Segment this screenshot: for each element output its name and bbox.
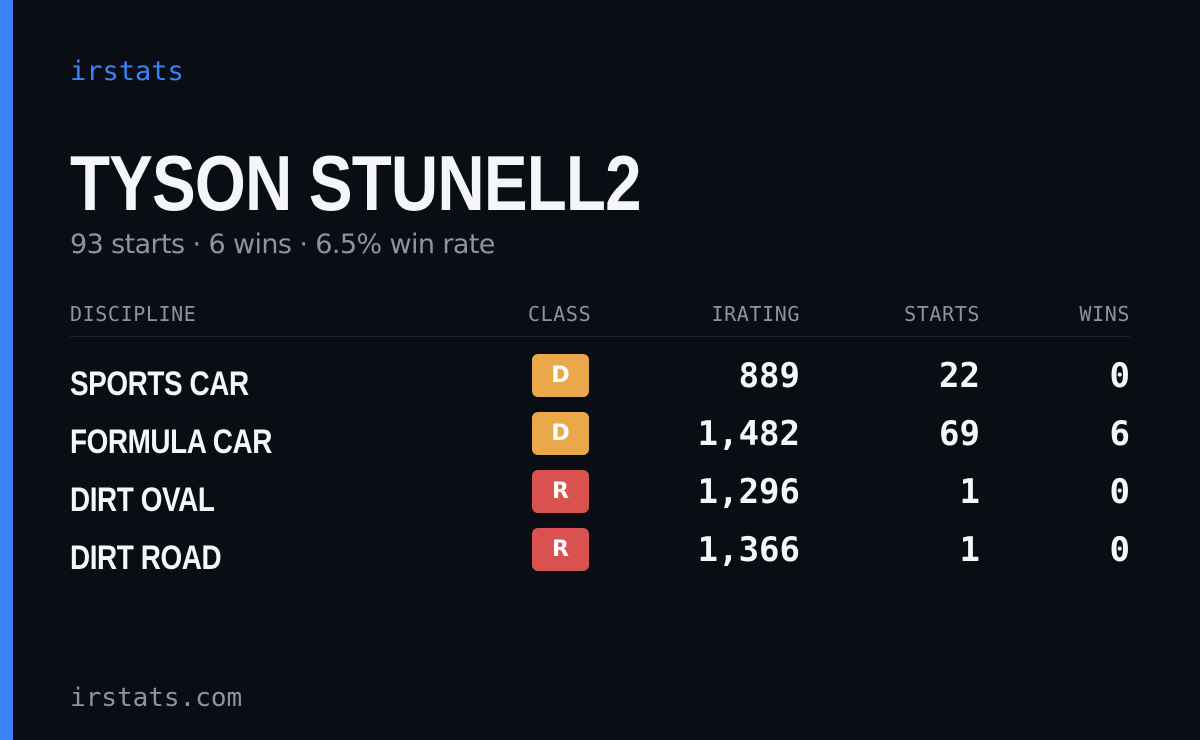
- player-summary: 93 starts · 6 wins · 6.5% win rate: [70, 229, 495, 260]
- discipline-name: DIRT ROAD: [70, 539, 222, 577]
- header-class: CLASS: [528, 302, 592, 326]
- discipline-name: DIRT OVAL: [70, 481, 215, 519]
- table-row: DIRT ROAD R 1,366 1 0: [70, 528, 1130, 586]
- header-irating: IRATING: [711, 302, 800, 326]
- wins-value: 0: [1109, 356, 1130, 396]
- starts-value: 1: [959, 472, 980, 512]
- table-row: DIRT OVAL R 1,296 1 0: [70, 470, 1130, 528]
- header-wins: WINS: [1079, 302, 1130, 326]
- class-badge: R: [532, 528, 589, 571]
- footer-domain-link[interactable]: irstats.com: [70, 683, 243, 713]
- irating-value: 889: [738, 356, 800, 396]
- wins-value: 0: [1109, 472, 1130, 512]
- player-name: TYSON STUNELL2: [70, 139, 642, 227]
- starts-value: 1: [959, 530, 980, 570]
- table-row: FORMULA CAR D 1,482 69 6: [70, 412, 1130, 470]
- starts-value: 22: [939, 356, 980, 396]
- table-header-row: DISCIPLINE CLASS IRATING STARTS WINS: [70, 296, 1130, 337]
- table-row: SPORTS CAR D 889 22 0: [70, 354, 1130, 412]
- starts-value: 69: [939, 414, 980, 454]
- class-badge: D: [532, 354, 589, 397]
- class-badge: D: [532, 412, 589, 455]
- accent-bar: [0, 0, 13, 740]
- irating-value: 1,296: [697, 472, 800, 512]
- irating-value: 1,366: [697, 530, 800, 570]
- wins-value: 0: [1109, 530, 1130, 570]
- discipline-name: FORMULA CAR: [70, 423, 272, 461]
- discipline-name: SPORTS CAR: [70, 365, 249, 403]
- class-badge: R: [532, 470, 589, 513]
- header-discipline: DISCIPLINE: [70, 302, 197, 326]
- discipline-table: DISCIPLINE CLASS IRATING STARTS WINS SPO…: [70, 296, 1130, 577]
- wins-value: 6: [1109, 414, 1130, 454]
- brand-logo-text[interactable]: irstats: [70, 56, 184, 87]
- header-starts: STARTS: [904, 302, 980, 326]
- irating-value: 1,482: [697, 414, 800, 454]
- table-body: SPORTS CAR D 889 22 0 FORMULA CAR D 1,48…: [70, 354, 1130, 586]
